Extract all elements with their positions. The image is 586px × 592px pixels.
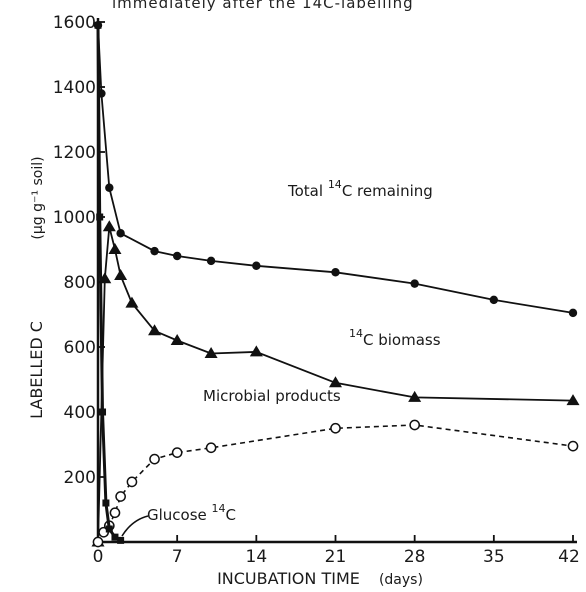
x-tick-label: 14 (246, 547, 268, 567)
x-tick-label: 28 (404, 547, 426, 567)
glucose-leader-line (121, 515, 149, 537)
data-point (408, 390, 422, 402)
data-point (148, 324, 162, 336)
data-point (117, 536, 125, 544)
data-point (566, 394, 580, 406)
data-point (409, 419, 421, 431)
y-axis-unit: (µg g⁻¹ soil) (30, 156, 46, 239)
x-tick-label: 0 (93, 547, 104, 567)
data-point (111, 533, 119, 541)
series-0 (93, 21, 578, 318)
data-point (170, 334, 184, 346)
y-tick-label: 1600 (53, 13, 96, 33)
series-line (97, 424, 574, 543)
data-point (205, 442, 217, 454)
data-point (109, 507, 121, 519)
y-tick-label: 1400 (53, 78, 96, 98)
annotation-glucose: Glucose 14C (147, 502, 236, 524)
data-point (114, 269, 128, 281)
y-tick-label: 400 (64, 403, 96, 423)
x-tick-label: 42 (558, 547, 580, 567)
x-axis-unit: (days) (379, 572, 423, 588)
x-tick-label: 21 (325, 547, 347, 567)
data-point (102, 499, 110, 507)
annotation-total-remaining: Total 14C remaining (287, 178, 433, 200)
data-point (249, 345, 263, 357)
data-point (96, 213, 104, 221)
data-point (150, 246, 159, 256)
data-point (126, 476, 138, 488)
series-annotations: Total 14C remaining 14C biomass Microbia… (121, 178, 441, 537)
y-tick-label: 200 (64, 468, 96, 488)
data-point (102, 220, 116, 232)
annotation-biomass: 14C biomass (349, 327, 441, 349)
data-point (330, 422, 341, 434)
data-point (94, 21, 102, 29)
axes (96, 18, 577, 544)
data-point (99, 408, 107, 416)
y-tick-label: 600 (64, 338, 96, 358)
data-point (206, 256, 216, 266)
annotation-microbial-products: Microbial products (203, 387, 341, 405)
svg-text:INCUBATION TIME (days): INCUBATION TIME (days) (217, 569, 423, 588)
data-point (125, 296, 139, 308)
data-point (252, 261, 261, 270)
series-3 (94, 21, 125, 544)
x-axis-title: INCUBATION TIME (days) (217, 569, 423, 588)
data-point (568, 308, 578, 318)
data-point (115, 491, 126, 502)
y-axis-label: LABELLED C (27, 321, 46, 419)
data-point (116, 229, 125, 238)
x-tick-label: 35 (483, 547, 505, 567)
y-tick-label: 800 (64, 273, 96, 293)
data-point (172, 251, 182, 261)
data-point (331, 268, 340, 277)
series-line (97, 25, 574, 314)
series-layer (91, 21, 580, 548)
data-point (105, 525, 113, 533)
top-text-fragment: immediately after the 14C-labelling (112, 0, 414, 12)
data-point (410, 279, 419, 288)
data-point (489, 295, 499, 305)
data-point (92, 536, 104, 548)
data-point (204, 347, 218, 359)
x-axis-label: INCUBATION TIME (217, 569, 360, 588)
data-point (108, 243, 122, 255)
x-tick-label: 7 (172, 547, 183, 567)
data-point (171, 447, 183, 458)
data-point (149, 453, 160, 465)
axis-ticks: 0 7 14 21 28 35 42 200 400 600 800 1000 1200 1400 1600 (53, 13, 580, 567)
y-tick-label: 1200 (53, 143, 96, 163)
data-point (105, 183, 114, 192)
data-point (567, 440, 579, 452)
y-tick-label: 1000 (53, 208, 96, 228)
y-axis-title: LABELLED C (µg g⁻¹ soil) (27, 156, 46, 418)
data-point (329, 376, 342, 388)
series-2 (92, 419, 579, 548)
